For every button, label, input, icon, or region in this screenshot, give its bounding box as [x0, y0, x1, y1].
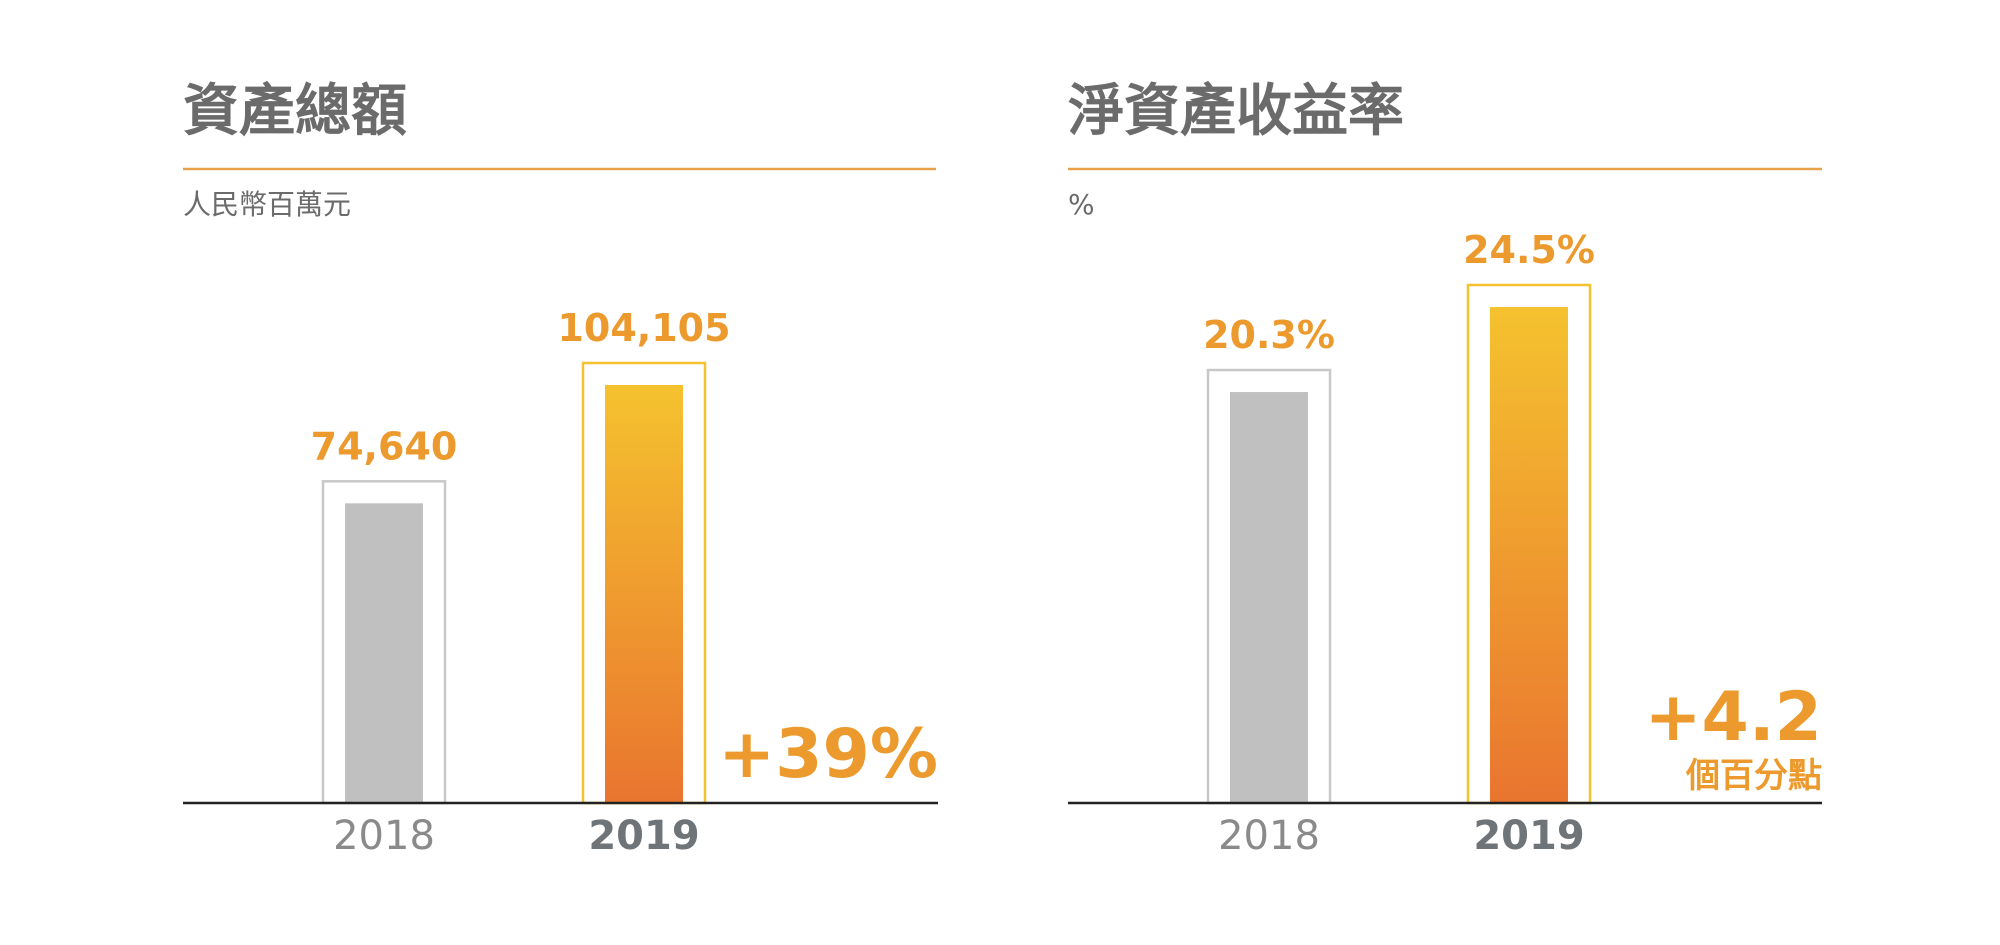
x-tick-label-2019: 2019 [588, 813, 699, 859]
bar-2018 [345, 503, 423, 803]
x-tick-label-2019: 2019 [1473, 813, 1584, 859]
chart-title: 淨資產收益率 [1068, 79, 1404, 144]
change-value: +39% [718, 715, 938, 794]
data-label-2018: 20.3% [1203, 313, 1335, 357]
data-label-2019: 104,105 [557, 306, 730, 350]
chart-total-assets: 資產總額 人民幣百萬元 74,640 2018 104,105 2019 +39% [183, 79, 938, 859]
bar-2019 [1490, 307, 1568, 803]
bar-2019 [605, 385, 683, 803]
change-note: 個百分點 [1685, 756, 1822, 796]
bar-group: 74,640 2018 104,105 2019 [311, 306, 731, 859]
chart-subtitle: 人民幣百萬元 [183, 188, 351, 221]
chart-title: 資產總額 [183, 79, 407, 144]
data-label-2019: 24.5% [1463, 228, 1595, 272]
chart-subtitle: % [1068, 188, 1095, 221]
bar-group: 20.3% 2018 24.5% 2019 [1203, 228, 1595, 859]
data-label-2018: 74,640 [311, 424, 458, 468]
bar-2018 [1230, 392, 1308, 803]
x-tick-label-2018: 2018 [333, 813, 435, 859]
x-tick-label-2018: 2018 [1218, 813, 1320, 859]
change-value: +4.2 [1645, 678, 1822, 757]
chart-return-on-equity: 淨資產收益率 % 20.3% 2018 24.5% 2019 +4.2 個百分點 [1068, 79, 1822, 859]
